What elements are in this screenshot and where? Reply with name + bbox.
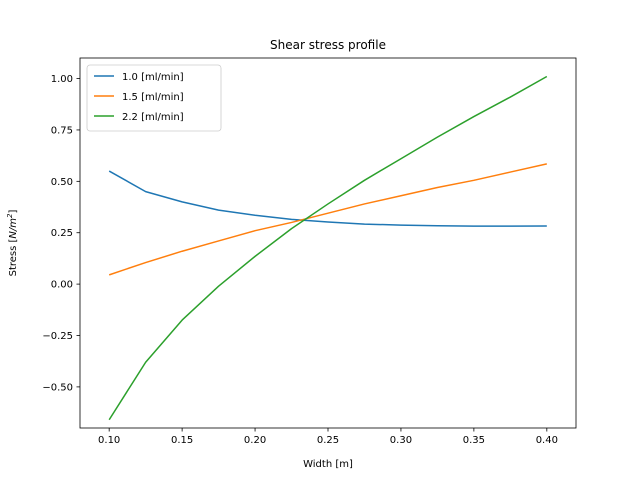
x-tick-label: 0.20 <box>244 435 266 446</box>
y-axis: −0.50 −0.25 0.00 0.25 0.50 0.75 1.00 <box>42 74 80 393</box>
x-tick-label: 0.30 <box>390 435 412 446</box>
x-tick-label: 0.40 <box>536 435 558 446</box>
x-tick-label: 0.10 <box>98 435 120 446</box>
y-tick-label: −0.25 <box>42 331 73 342</box>
y-tick-label: 0.75 <box>51 125 73 136</box>
y-axis-label: Stress [N/m2] <box>6 210 19 277</box>
y-tick-label: −0.50 <box>42 382 73 393</box>
series-layer <box>108 75 548 421</box>
y-tick-label: 1.00 <box>51 74 73 85</box>
y-tick-label: 0.00 <box>51 280 73 291</box>
y-axis-label-exponent: 2 <box>6 213 14 218</box>
y-axis-label-suffix: ] <box>8 210 19 214</box>
chart-title: Shear stress profile <box>270 38 386 52</box>
y-tick-label: 0.50 <box>51 177 73 188</box>
x-tick-label: 0.35 <box>463 435 485 446</box>
series-line-2 <box>108 163 547 276</box>
x-tick-label: 0.15 <box>171 435 193 446</box>
series-line-3 <box>108 75 548 421</box>
legend-label-3: 2.2 [ml/min] <box>122 112 184 123</box>
y-tick-label: 0.25 <box>51 228 73 239</box>
y-axis-label-prefix: Stress [ <box>8 239 19 277</box>
legend: 1.0 [ml/min] 1.5 [ml/min] 2.2 [ml/min] <box>86 64 222 132</box>
legend-label-1: 1.0 [ml/min] <box>122 72 184 83</box>
y-axis-label-unit: N/m <box>8 218 19 239</box>
legend-label-2: 1.5 [ml/min] <box>122 92 184 103</box>
legend-box <box>86 64 222 132</box>
x-axis: 0.10 0.15 0.20 0.25 0.30 0.35 0.40 <box>98 428 558 446</box>
x-tick-label: 0.25 <box>317 435 339 446</box>
series-line-1 <box>108 170 547 227</box>
x-axis-label: Width [m] <box>303 459 353 470</box>
